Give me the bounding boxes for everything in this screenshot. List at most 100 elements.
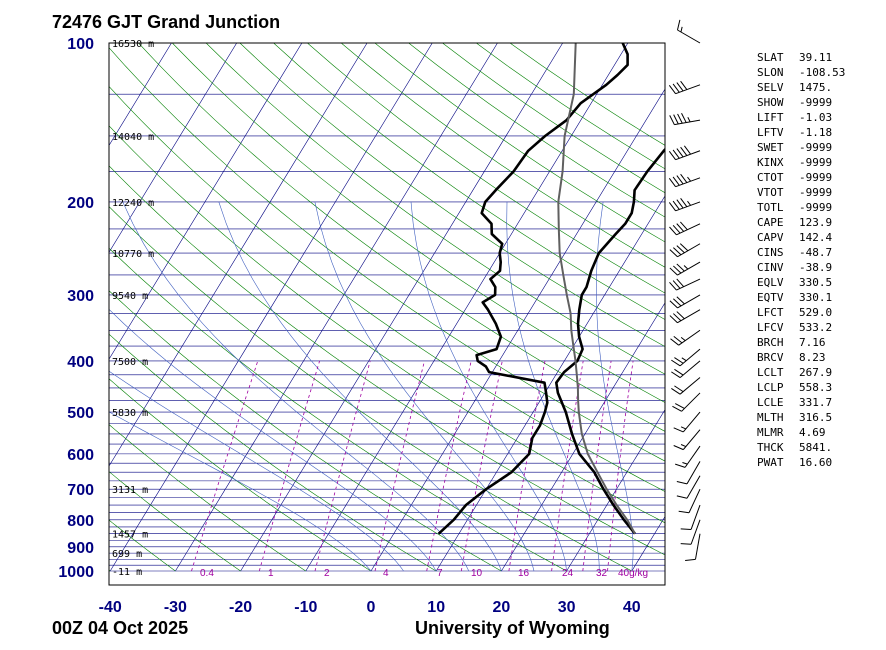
moist-adiabat: [410, 201, 567, 572]
height-label: 5830 m: [112, 408, 148, 419]
pressure-tick-label: 400: [67, 354, 94, 371]
index-value: 123.9: [799, 216, 833, 229]
index-row: CINV -38.9: [757, 260, 845, 275]
mixing-ratio-line: [607, 360, 634, 572]
index-value: 4.69: [799, 426, 826, 439]
wind-barb: [668, 173, 701, 188]
index-name: MLTH: [757, 411, 784, 424]
isotherm: [109, 43, 433, 572]
index-row: LFCT 529.0: [757, 305, 845, 320]
index-name: LFTV: [757, 126, 784, 139]
dry-adiabat: [109, 47, 665, 462]
dry-adiabat: [341, 43, 665, 268]
index-name: CAPV: [757, 231, 784, 244]
index-value: -9999: [799, 141, 833, 154]
index-row: TOTL -9999: [757, 200, 845, 215]
height-label: 7500 m: [112, 357, 148, 368]
wind-barb: [680, 504, 701, 530]
wind-barb: [685, 533, 701, 562]
wind-barb: [671, 348, 701, 367]
index-name: LCLP: [757, 381, 784, 394]
wind-barb: [673, 411, 701, 433]
index-name: TOTL: [757, 201, 784, 214]
wind-barb: [671, 377, 701, 395]
parcel-path-line: [557, 43, 636, 535]
mixing-ratio-line: [314, 360, 371, 572]
index-row: KINX -9999: [757, 155, 845, 170]
index-value: 533.2: [799, 321, 833, 334]
data-source: University of Wyoming: [415, 618, 610, 638]
pressure-tick-label: 600: [67, 447, 94, 464]
height-label: 10770 m: [112, 249, 154, 260]
index-name: EQLV: [757, 276, 784, 289]
mixing-ratio-line: [582, 360, 612, 572]
temperature-tick-label: -30: [164, 599, 187, 616]
mixing-ratio-line: [258, 360, 320, 572]
index-value: -9999: [799, 201, 833, 214]
temperature-tick-label: 40: [623, 599, 641, 616]
dry-adiabat: [109, 247, 567, 572]
observation-time: 00Z 04 Oct 2025: [52, 618, 189, 638]
index-name: SHOW: [757, 96, 784, 109]
moist-adiabat: [122, 201, 470, 572]
wind-barb: [669, 309, 701, 324]
index-row: CAPE 123.9: [757, 215, 845, 230]
temperature-profile-line: [437, 43, 629, 535]
moist-adiabat: [109, 308, 437, 572]
index-name: LFCV: [757, 321, 784, 334]
moist-adiabat: [506, 201, 600, 571]
isotherm: [240, 43, 563, 572]
index-value: -9999: [799, 96, 833, 109]
wind-barb: [669, 261, 701, 276]
index-name: LFCT: [757, 306, 784, 319]
mixing-ratio-label: 2: [324, 568, 330, 579]
moist-adiabat: [596, 201, 634, 572]
temperature-tick-label: 0: [367, 599, 376, 616]
isotherm: [109, 43, 368, 467]
index-row: CTOT -9999: [757, 170, 845, 185]
index-value: 1475.: [799, 81, 833, 94]
index-row: BRCV 8.23: [757, 350, 845, 365]
index-row: LFCV 533.2: [757, 320, 845, 335]
temperature-tick-label: -10: [294, 599, 317, 616]
index-name: SWET: [757, 141, 784, 154]
wind-barb: [680, 519, 701, 545]
mixing-ratio-line: [460, 360, 503, 572]
mixing-ratio-label: 0.4: [200, 568, 214, 579]
pressure-tick-label: 500: [67, 405, 94, 422]
dry-adiabat: [109, 290, 502, 572]
pressure-tick-label: 200: [67, 195, 94, 212]
index-value: -38.9: [799, 261, 833, 274]
index-name: PWAT: [757, 456, 784, 469]
wind-barb: [671, 360, 701, 379]
temperature-tick-label: 30: [558, 599, 576, 616]
mixing-ratio-label: 7: [437, 568, 443, 579]
index-value: -48.7: [799, 246, 833, 259]
dry-adiabat: [273, 43, 665, 320]
index-row: LCLP 558.3: [757, 380, 845, 395]
dry-adiabat: [172, 43, 665, 403]
index-row: SWET -9999: [757, 140, 845, 155]
height-label: 14040 m: [112, 132, 154, 143]
dry-adiabat: [109, 165, 665, 556]
index-name: BRCV: [757, 351, 784, 364]
pressure-tick-label: 1000: [58, 564, 94, 581]
index-name: LCLE: [757, 396, 784, 409]
index-row: CAPV 142.4: [757, 230, 845, 245]
height-label: 9540 m: [112, 291, 148, 302]
dry-adiabat: [307, 43, 665, 294]
pressure-tick-label: 800: [67, 513, 94, 530]
isotherm: [0, 43, 41, 571]
index-value: -9999: [799, 186, 833, 199]
index-name: BRCH: [757, 336, 784, 349]
index-value: -1.03: [799, 111, 833, 124]
wind-barb: [668, 145, 701, 161]
index-value: 529.0: [799, 306, 833, 319]
height-label: 12240 m: [112, 198, 154, 209]
dry-adiabat: [109, 519, 176, 572]
mixing-ratio-label: 40g/kg: [618, 568, 648, 579]
dry-adiabat: [109, 333, 437, 572]
index-name: KINX: [757, 156, 784, 169]
mixing-ratio-line: [508, 360, 546, 572]
index-name: CINV: [757, 261, 784, 274]
